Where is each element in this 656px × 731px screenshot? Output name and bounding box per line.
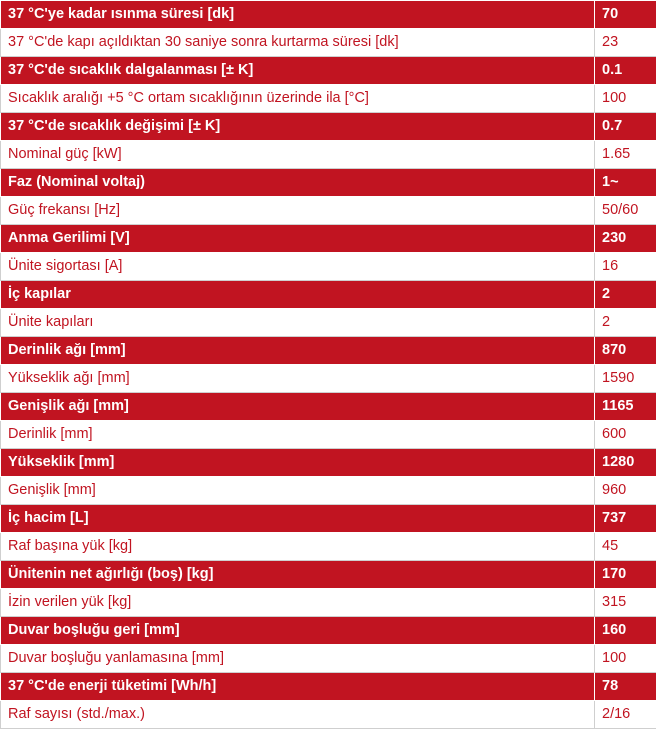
row-label: Duvar boşluğu yanlamasına [mm]: [0, 644, 595, 673]
row-label: Anma Gerilimi [V]: [0, 224, 595, 253]
row-label: Duvar boşluğu geri [mm]: [0, 616, 595, 645]
table-row: Duvar boşluğu geri [mm] 160: [0, 616, 656, 645]
table-row: Ünite sigortası [A] 16: [0, 252, 656, 281]
table-row: Yükseklik [mm] 1280: [0, 448, 656, 477]
table-row: Faz (Nominal voltaj) 1~: [0, 168, 656, 197]
table-row: Nominal güç [kW] 1.65: [0, 140, 656, 169]
table-row: Derinlik [mm] 600: [0, 420, 656, 449]
row-value: 230: [594, 224, 656, 253]
row-value: 70: [594, 0, 656, 29]
row-label: 37 °C'de sıcaklık dalgalanması [± K]: [0, 56, 595, 85]
row-label: 37 °C'de enerji tüketimi [Wh/h]: [0, 672, 595, 701]
row-value: 1.65: [594, 140, 656, 169]
row-label: 37 °C'de sıcaklık değişimi [± K]: [0, 112, 595, 141]
row-label: Ünite kapıları: [0, 308, 595, 337]
row-value: 600: [594, 420, 656, 449]
row-value: 45: [594, 532, 656, 561]
table-row: İzin verilen yük [kg] 315: [0, 588, 656, 617]
row-value: 737: [594, 504, 656, 533]
row-value: 2: [594, 308, 656, 337]
row-value: 2/16: [594, 700, 656, 729]
row-label: İzin verilen yük [kg]: [0, 588, 595, 617]
row-label: Yükseklik [mm]: [0, 448, 595, 477]
row-label: Genişlik [mm]: [0, 476, 595, 505]
row-value: 1280: [594, 448, 656, 477]
table-row: Genişlik ağı [mm] 1165: [0, 392, 656, 421]
row-value: 23: [594, 28, 656, 57]
table-row: Ünitenin net ağırlığı (boş) [kg] 170: [0, 560, 656, 589]
table-row: Güç frekansı [Hz] 50/60: [0, 196, 656, 225]
table-row: 37 °C'de enerji tüketimi [Wh/h] 78: [0, 672, 656, 701]
row-label: Raf sayısı (std./max.): [0, 700, 595, 729]
row-label: Nominal güç [kW]: [0, 140, 595, 169]
row-label: Derinlik [mm]: [0, 420, 595, 449]
row-label: Raf başına yük [kg]: [0, 532, 595, 561]
row-label: Sıcaklık aralığı +5 °C ortam sıcaklığını…: [0, 84, 595, 113]
row-label: Derinlik ağı [mm]: [0, 336, 595, 365]
row-value: 50/60: [594, 196, 656, 225]
row-value: 960: [594, 476, 656, 505]
row-label: Yükseklik ağı [mm]: [0, 364, 595, 393]
row-label: Genişlik ağı [mm]: [0, 392, 595, 421]
row-value: 2: [594, 280, 656, 309]
row-value: 170: [594, 560, 656, 589]
row-label: 37 °C'ye kadar ısınma süresi [dk]: [0, 0, 595, 29]
table-row: Raf başına yük [kg] 45: [0, 532, 656, 561]
table-row: Sıcaklık aralığı +5 °C ortam sıcaklığını…: [0, 84, 656, 113]
row-value: 0.1: [594, 56, 656, 85]
table-row: Anma Gerilimi [V] 230: [0, 224, 656, 253]
row-value: 1~: [594, 168, 656, 197]
table-row: Raf sayısı (std./max.) 2/16: [0, 700, 656, 729]
table-row: 37 °C'de sıcaklık dalgalanması [± K] 0.1: [0, 56, 656, 85]
table-row: Duvar boşluğu yanlamasına [mm] 100: [0, 644, 656, 673]
table-row: Yükseklik ağı [mm] 1590: [0, 364, 656, 393]
row-label: Güç frekansı [Hz]: [0, 196, 595, 225]
row-value: 100: [594, 644, 656, 673]
table-row: İç hacim [L] 737: [0, 504, 656, 533]
row-value: 1590: [594, 364, 656, 393]
row-label: Ünitenin net ağırlığı (boş) [kg]: [0, 560, 595, 589]
table-row: 37 °C'ye kadar ısınma süresi [dk] 70: [0, 0, 656, 29]
row-label: 37 °C'de kapı açıldıktan 30 saniye sonra…: [0, 28, 595, 57]
row-label: Ünite sigortası [A]: [0, 252, 595, 281]
row-label: İç hacim [L]: [0, 504, 595, 533]
row-label: Faz (Nominal voltaj): [0, 168, 595, 197]
row-value: 1165: [594, 392, 656, 421]
table-row: Genişlik [mm] 960: [0, 476, 656, 505]
table-row: 37 °C'de sıcaklık değişimi [± K] 0.7: [0, 112, 656, 141]
row-value: 0.7: [594, 112, 656, 141]
table-row: İç kapılar 2: [0, 280, 656, 309]
table-row: 37 °C'de kapı açıldıktan 30 saniye sonra…: [0, 28, 656, 57]
row-value: 160: [594, 616, 656, 645]
row-label: İç kapılar: [0, 280, 595, 309]
table-row: Ünite kapıları 2: [0, 308, 656, 337]
row-value: 16: [594, 252, 656, 281]
row-value: 315: [594, 588, 656, 617]
table-row: Derinlik ağı [mm] 870: [0, 336, 656, 365]
row-value: 100: [594, 84, 656, 113]
row-value: 870: [594, 336, 656, 365]
row-value: 78: [594, 672, 656, 701]
